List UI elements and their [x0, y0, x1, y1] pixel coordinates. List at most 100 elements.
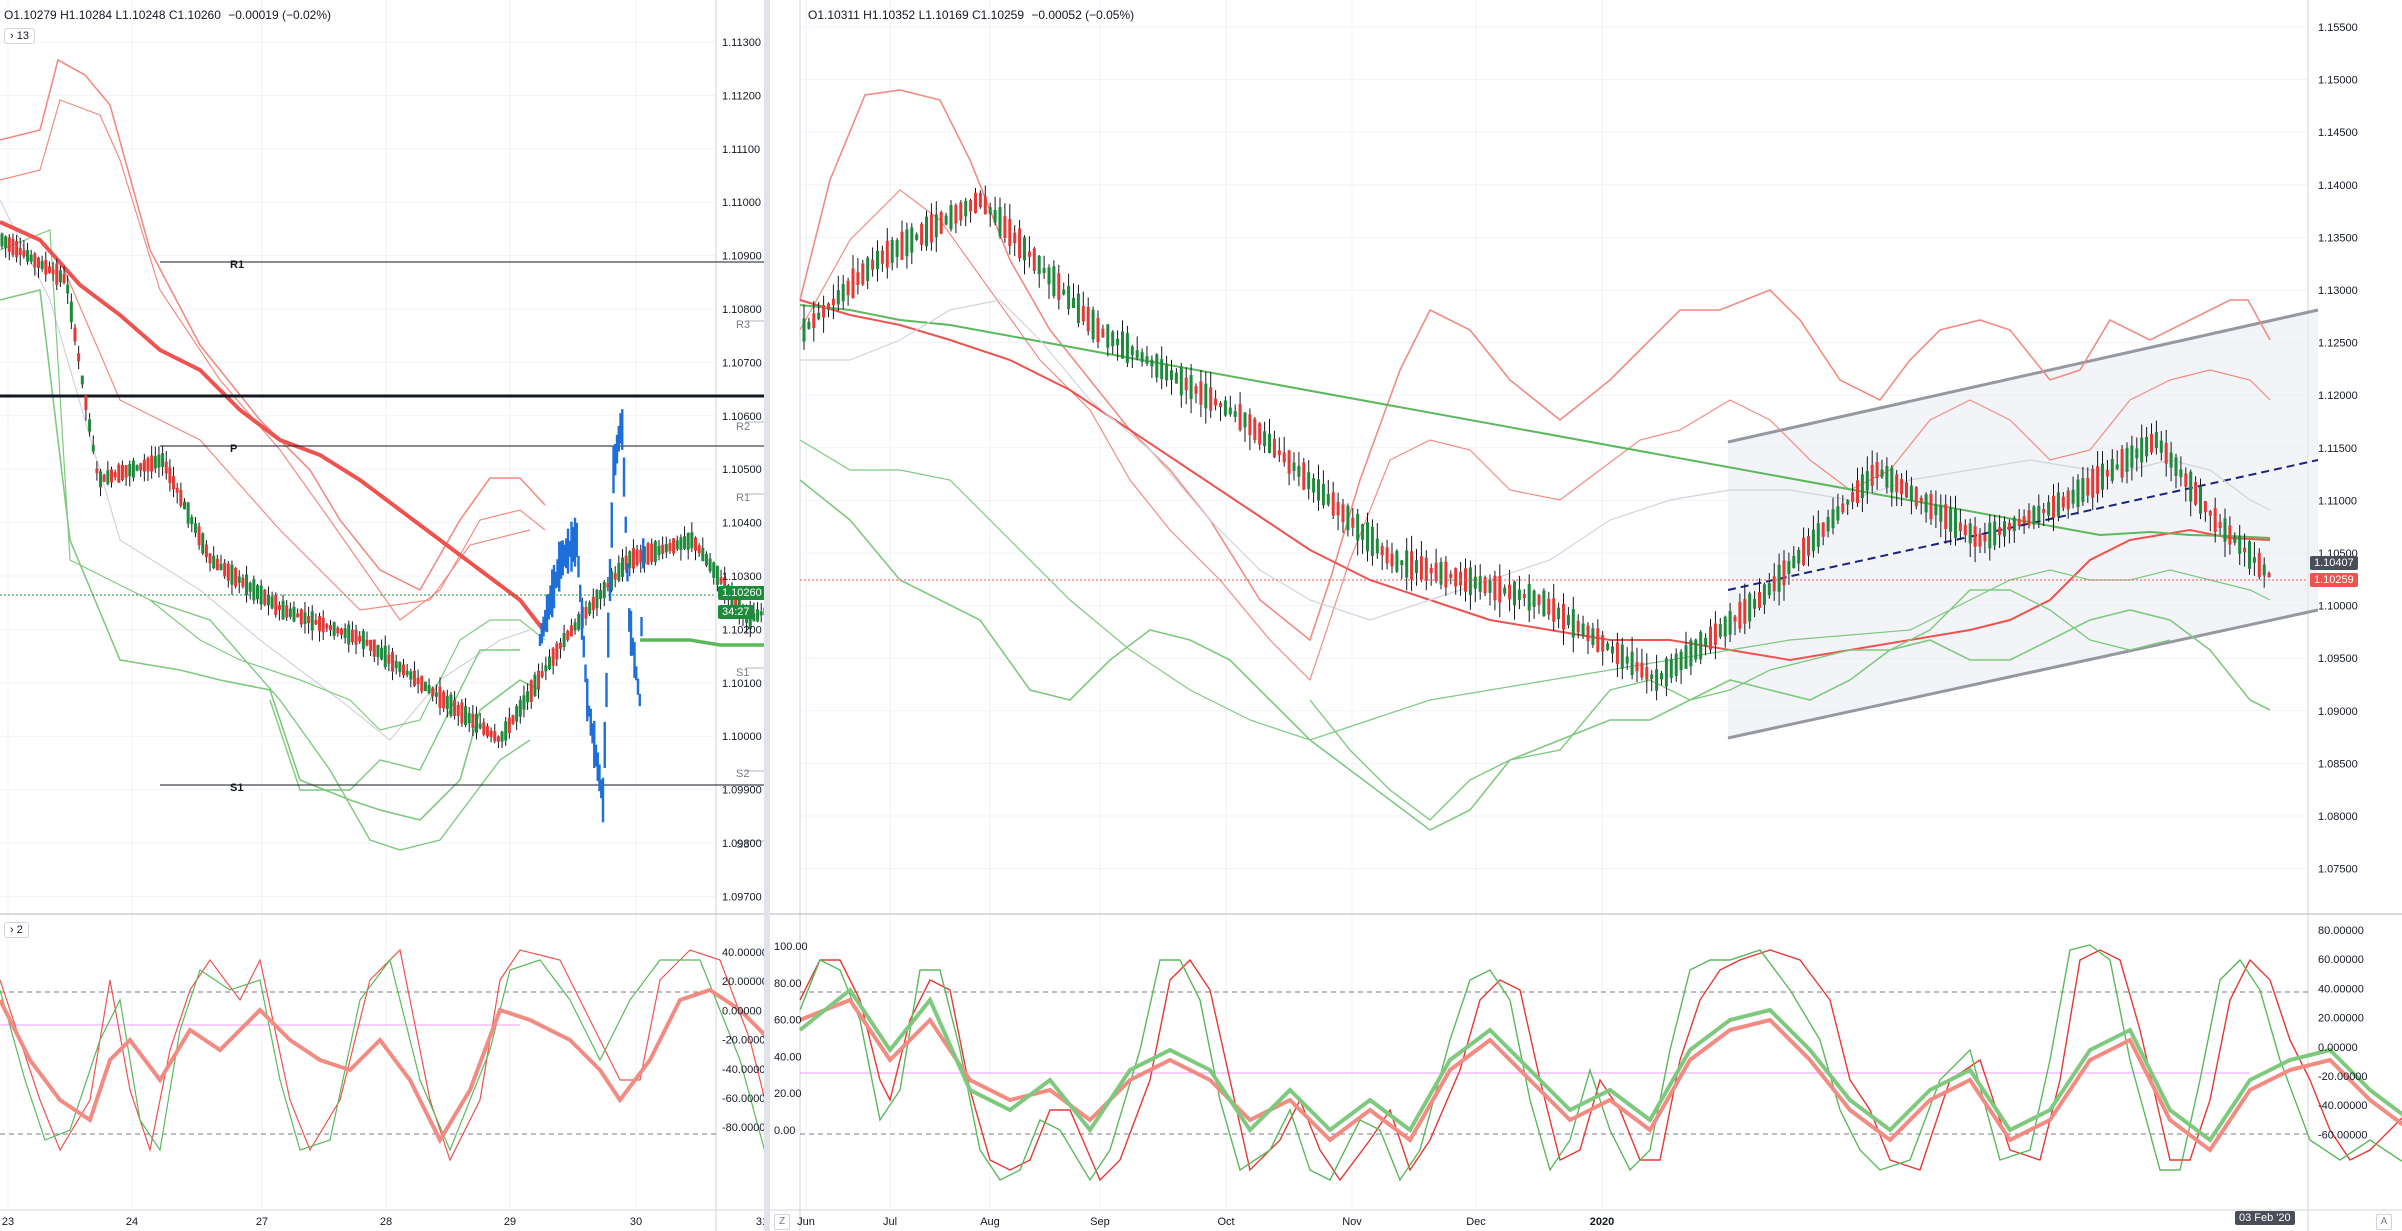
right-candle-body [1596, 628, 1600, 652]
left-candle-body [558, 642, 562, 649]
right-candle-body [2076, 479, 2080, 508]
right-price-tick: 1.14500 [2318, 127, 2358, 139]
right-open: O1.10311 [808, 8, 860, 22]
left-candle-body [99, 471, 103, 488]
right-candle-body [1199, 381, 1203, 405]
right-candle-body [2091, 468, 2095, 498]
left-candle-body [241, 577, 245, 587]
left-candle-body [420, 675, 424, 692]
right-candle-body [920, 223, 924, 245]
right-osc-left-tick: 40.00 [774, 1051, 802, 1063]
left-osc-legend-toggle[interactable]: › 2 [4, 922, 29, 938]
right-candle-body [1831, 509, 1835, 529]
right-osc-left-tick: 80.00 [774, 978, 802, 990]
right-candle-body [1552, 598, 1556, 622]
right-channel-upper [1727, 308, 2319, 444]
right-candle-body [1689, 640, 1693, 667]
left-candle-body [172, 476, 176, 490]
left-candle-body [164, 461, 168, 474]
left-candle-body [120, 464, 124, 481]
right-candle-body [1072, 297, 1075, 309]
left-candle-body [555, 643, 559, 660]
right-candle-body [993, 210, 997, 223]
right-candle-body [2007, 522, 2011, 531]
right-auto-scale-button[interactable]: A [2376, 1214, 2392, 1230]
right-candle-body [856, 272, 860, 286]
left-candle-body [7, 237, 11, 252]
left-candle-body [380, 647, 384, 660]
left-low: L1.10248 [115, 8, 166, 22]
left-price-tick: 1.11200 [722, 90, 761, 102]
right-candle-body [2213, 508, 2217, 532]
left-candle-body [551, 648, 555, 666]
left-candle-body [361, 630, 365, 650]
left-candle-body [500, 731, 504, 742]
right-bb-inner-upper [799, 189, 2271, 682]
left-osc-tick: 0.00000 [722, 1005, 762, 1017]
left-candle-body [442, 691, 446, 709]
right-candle-body [1312, 478, 1316, 493]
right-candle-body [1101, 328, 1105, 338]
right-candle-body [1023, 237, 1026, 261]
right-price-tick: 1.07500 [2318, 864, 2358, 876]
right-candle-body [1885, 465, 1889, 488]
left-candle-body [62, 274, 66, 284]
right-candle-body [1821, 522, 1825, 537]
left-candle-body [110, 469, 113, 483]
right-main-chart[interactable]: 1.15500 1.15000 1.14500 1.14000 1.13500 1.130… [770, 0, 2402, 1231]
left-candle-body [383, 645, 387, 668]
pane-divider[interactable] [764, 0, 770, 1231]
right-candle-body [900, 231, 904, 260]
left-candle-body [197, 526, 201, 546]
left-chart-pane[interactable]: R1 R3 R2 P R1 S1 S1 S2 S3 1.11300 1.11200… [0, 0, 764, 1231]
left-date-tick: 31 [756, 1216, 764, 1228]
left-candle-body [387, 654, 391, 664]
right-candle-body [2194, 482, 2198, 505]
right-candle-body [1718, 624, 1722, 637]
right-candle-body [2164, 442, 2168, 464]
left-candle-body [296, 613, 300, 618]
left-candle-body [365, 639, 369, 646]
left-price-tick: 1.09900 [722, 785, 762, 797]
left-candle-body [358, 635, 362, 642]
left-candle-body [234, 567, 238, 587]
right-candle-body [1052, 266, 1056, 297]
right-candle-body [1811, 529, 1815, 552]
left-candle-body [347, 624, 351, 645]
right-candle-body [1503, 587, 1507, 594]
right-candle-body [1081, 306, 1085, 322]
left-price-tick: 1.10100 [722, 678, 762, 690]
left-candle-body [694, 537, 697, 551]
right-candle-body [1356, 513, 1360, 541]
right-candle-body [1321, 484, 1325, 506]
right-chart-pane[interactable]: 1.15500 1.15000 1.14500 1.14000 1.13500 1.130… [770, 0, 2402, 1231]
right-candle-body [1076, 293, 1080, 323]
left-candle-body [183, 501, 186, 510]
left-candle-body [299, 609, 303, 625]
right-candle-body [1096, 317, 1100, 343]
right-candle-body [1571, 609, 1575, 638]
left-date-tick: 24 [126, 1216, 138, 1228]
right-candle-body [1018, 228, 1022, 259]
left-ohlc-legend: O1.10279 H1.10284 L1.10248 C1.10260 −0.0… [4, 8, 331, 22]
right-price-tick: 1.11000 [2318, 495, 2357, 507]
left-candle-body [186, 502, 190, 524]
right-candle-body [2027, 510, 2031, 526]
right-candle-body [2179, 469, 2183, 478]
right-candle-body [1292, 462, 1296, 471]
right-candle-body [2135, 448, 2139, 459]
left-candle-body [33, 253, 37, 268]
left-indicator-legend-toggle[interactable]: › 13 [4, 28, 35, 44]
left-change: −0.00019 (−0.02%) [228, 8, 331, 22]
right-candle-body [1846, 500, 1850, 505]
right-candle-body [1125, 333, 1129, 363]
left-candle-body [212, 555, 216, 569]
right-candle-body [1223, 400, 1227, 416]
left-bb-outer-upper-2 [59, 259, 531, 611]
right-zoom-button[interactable]: Z [774, 1214, 790, 1230]
left-bb-mid [0, 199, 531, 741]
right-candle-body [1253, 418, 1257, 441]
left-candle-body [339, 628, 343, 635]
left-main-chart[interactable]: R1 R3 R2 P R1 S1 S1 S2 S3 1.11300 1.11200… [0, 0, 764, 1231]
left-candle-body [55, 263, 59, 285]
